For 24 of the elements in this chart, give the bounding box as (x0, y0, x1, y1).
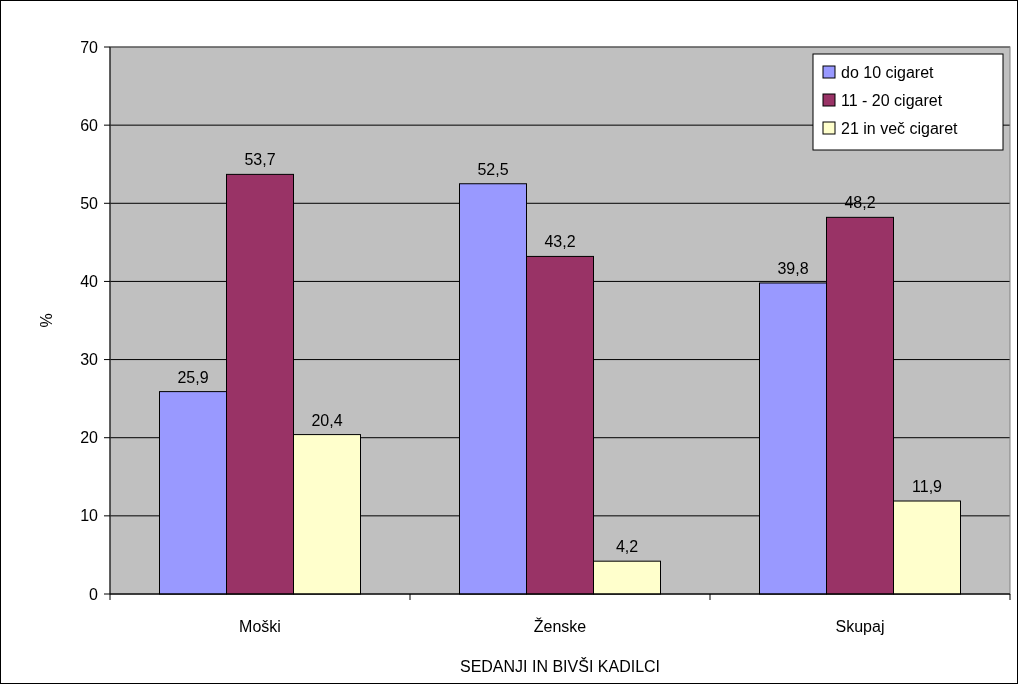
data-label: 53,7 (244, 151, 276, 169)
data-label: 52,5 (477, 160, 509, 178)
y-tick-label: 20 (80, 429, 99, 447)
y-tick-label: 70 (80, 38, 99, 56)
legend-label: 21 in več cigaret (841, 119, 959, 137)
x-tick-label: Moški (239, 618, 281, 635)
data-label: 11,9 (912, 478, 943, 496)
data-label: 39,8 (777, 259, 809, 277)
data-label: 20,4 (311, 411, 343, 429)
y-tick-label: 0 (89, 585, 99, 603)
y-tick-label: 50 (80, 194, 99, 212)
y-tick-label: 30 (80, 351, 99, 369)
data-label: 4,2 (615, 538, 639, 556)
y-tick-label: 60 (80, 116, 99, 134)
x-axis-title: SEDANJI IN BIVŠI KADILCI (459, 657, 661, 675)
x-tick-label: Ženske (533, 617, 587, 635)
y-axis-title: % (38, 313, 55, 328)
y-tick-label: 10 (80, 507, 99, 525)
data-label: 25,9 (177, 368, 209, 386)
data-label: 43,2 (544, 233, 576, 251)
legend-label: 11 - 20 cigaret (841, 91, 943, 109)
legend-label: do 10 cigaret (841, 63, 935, 81)
y-tick-label: 40 (80, 273, 99, 291)
x-tick-label: Skupaj (835, 618, 885, 635)
